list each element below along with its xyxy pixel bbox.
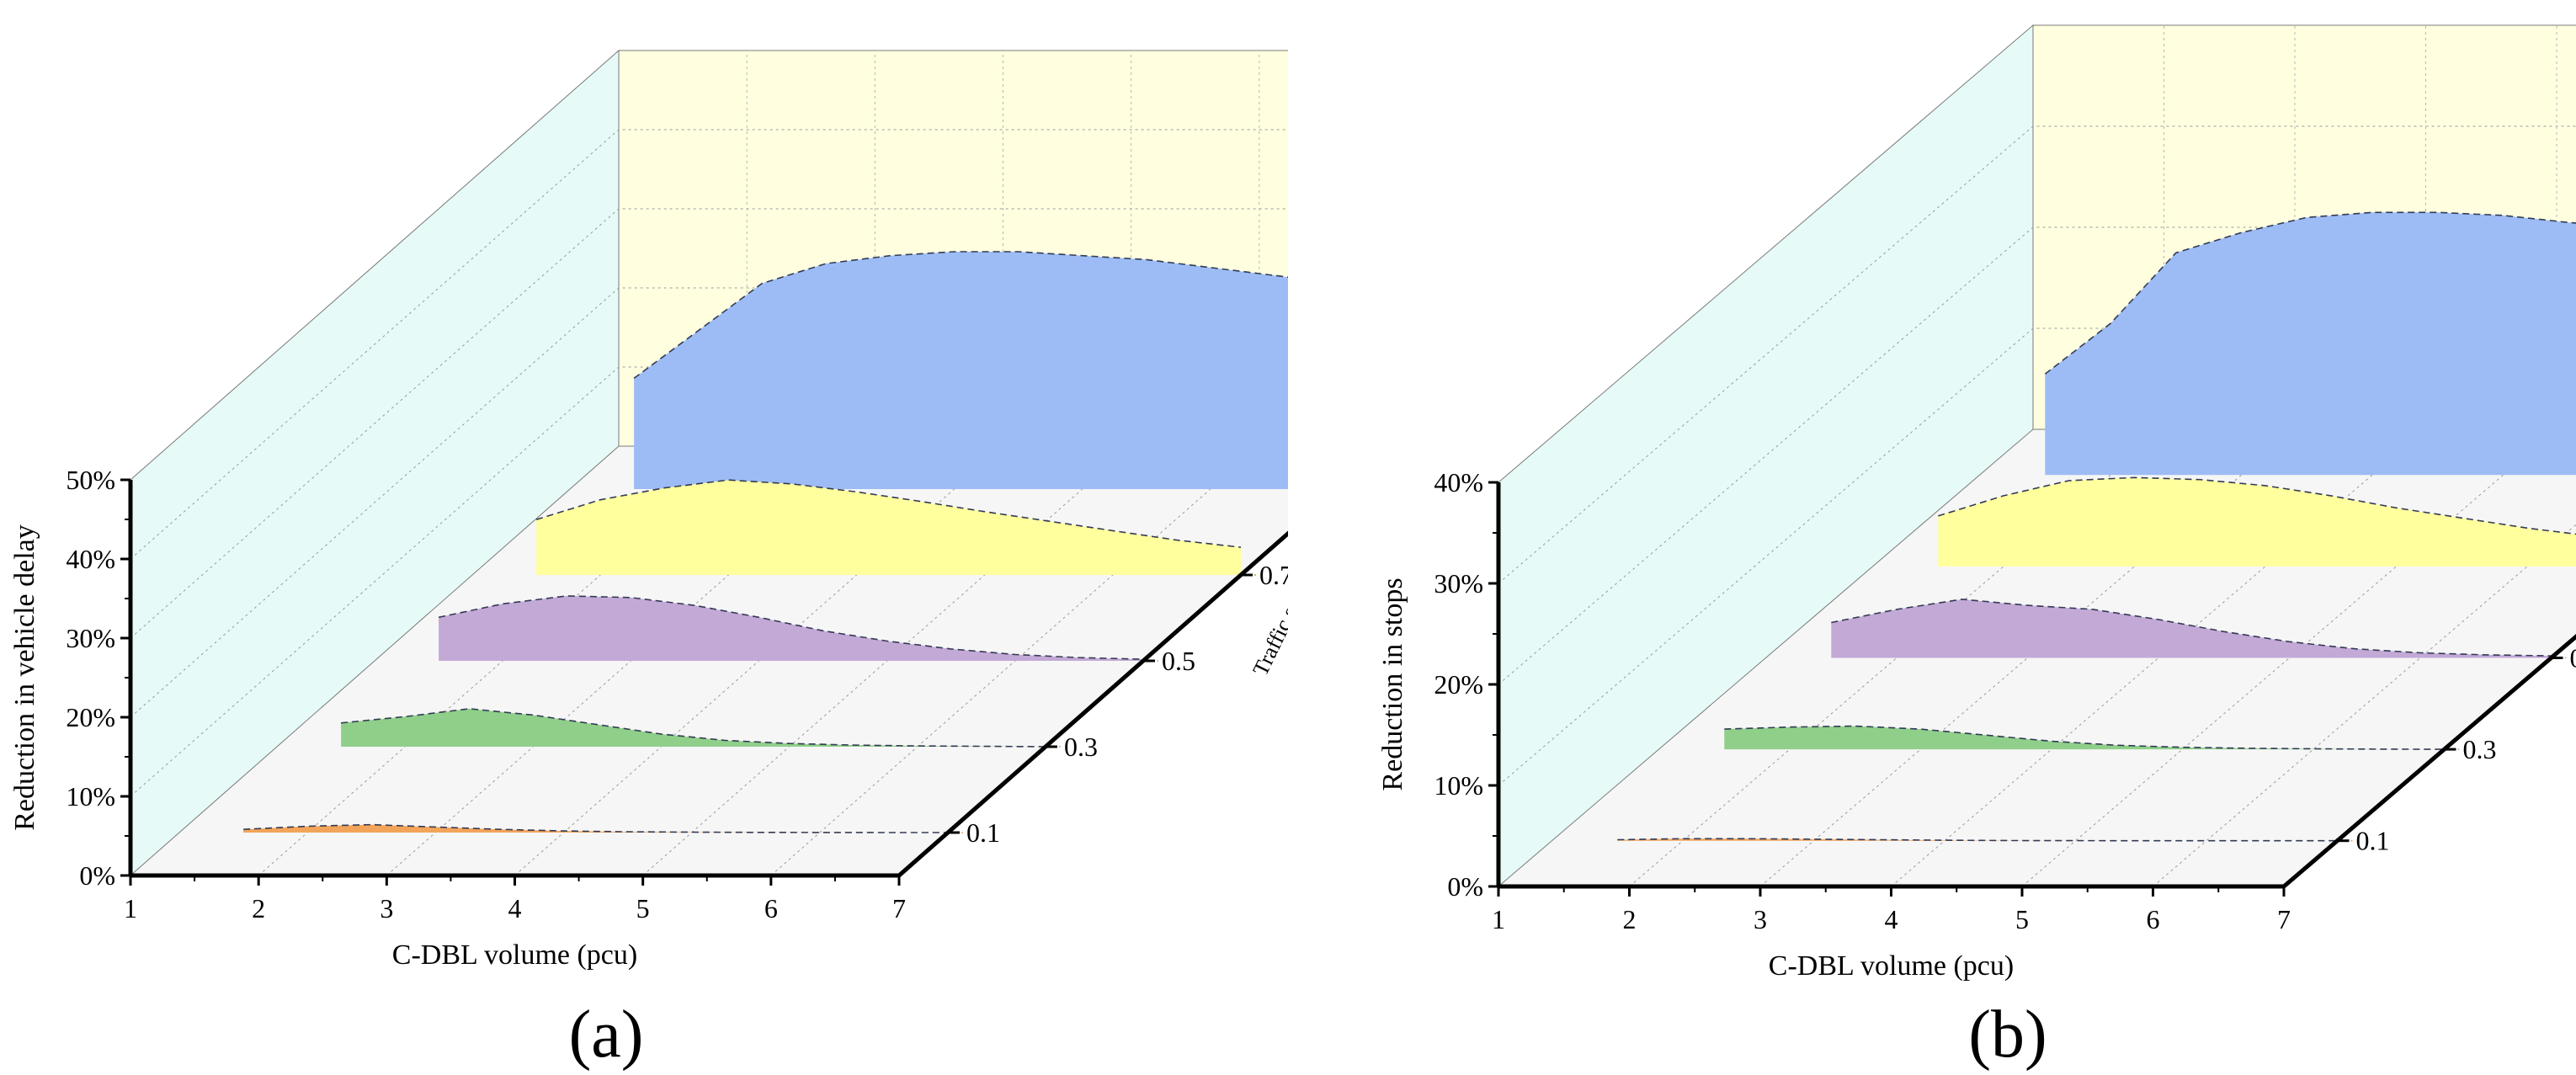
- series-line-0-1: [243, 823, 948, 833]
- x-tick-label: 4: [1885, 904, 1898, 934]
- y-tick-label: 50%: [66, 465, 115, 495]
- plot-area: 12345670%10%20%30%40%0.10.30.50.70.9C-DB…: [1377, 24, 2576, 982]
- x-tick-label: 6: [764, 893, 778, 923]
- x-tick-label: 6: [2147, 904, 2160, 934]
- x-tick-label: 2: [252, 893, 265, 923]
- y-tick-label: 10%: [1434, 770, 1483, 801]
- area-series-0-9: [2045, 212, 2576, 476]
- series-line-0-9: [633, 251, 1288, 380]
- x-tick-label: 7: [892, 893, 906, 923]
- y-tick-label: 10%: [66, 781, 115, 812]
- series-line-0-7: [1938, 476, 2576, 535]
- z-tick-label: 0.3: [2463, 734, 2497, 764]
- y-tick-label: 40%: [1434, 467, 1483, 498]
- y-tick-label: 0%: [1447, 871, 1483, 902]
- x-axis-title: C-DBL volume (pcu): [392, 939, 637, 971]
- series-line-0-3: [341, 708, 1046, 748]
- x-tick-label: 7: [2277, 904, 2291, 934]
- area-series-0-7: [1938, 477, 2576, 567]
- x-tick-label: 3: [1754, 904, 1767, 934]
- y-axis-title: Reduction in stops: [1377, 577, 1408, 790]
- x-tick-label: 3: [380, 893, 393, 923]
- grid-line-y: [130, 129, 1288, 560]
- area-series-0-3: [1724, 726, 2445, 750]
- panel-label: (a): [569, 998, 644, 1072]
- area-series-0-9: [634, 252, 1288, 489]
- chart-panel-a: 12345670%10%20%30%40%50%0.10.30.50.70.9C…: [9, 49, 1288, 1072]
- series-line-0-5: [438, 595, 1144, 660]
- y-tick-label: 40%: [66, 544, 115, 574]
- area-series-0-7: [536, 480, 1241, 575]
- y-axis-title: Reduction in vehicle delay: [9, 524, 40, 831]
- x-axis-title: C-DBL volume (pcu): [1769, 950, 2014, 982]
- y-tick-label: 30%: [1434, 568, 1483, 599]
- area-series-0-3: [341, 708, 1046, 747]
- z-tick-label: 0.7: [1259, 560, 1288, 590]
- x-tick-label: 1: [124, 893, 137, 923]
- series-line-0-7: [535, 479, 1242, 548]
- panel-label: (b): [1968, 998, 2046, 1072]
- z-tick-label: 0.5: [1162, 646, 1195, 676]
- x-tick-label: 5: [2015, 904, 2029, 934]
- z-tick-label: 0.5: [2570, 643, 2576, 673]
- series-line-0-5: [1831, 599, 2552, 657]
- y-tick-label: 30%: [66, 623, 115, 653]
- y-tick-label: 0%: [79, 860, 115, 891]
- z-tick-label: 0.3: [1064, 732, 1098, 762]
- x-tick-label: 4: [508, 893, 522, 923]
- y-tick-label: 20%: [66, 702, 115, 732]
- plot-area: 12345670%10%20%30%40%50%0.10.30.50.70.9C…: [9, 49, 1288, 971]
- x-tick-label: 1: [1492, 904, 1505, 934]
- x-tick-label: 5: [636, 893, 650, 923]
- z-tick-label: 0.1: [2356, 826, 2390, 856]
- z-tick-label: 0.1: [966, 817, 1000, 848]
- area-series-0-5: [1831, 599, 2552, 658]
- x-tick-label: 2: [1623, 904, 1637, 934]
- chart-panel-b: 12345670%10%20%30%40%0.10.30.50.70.9C-DB…: [1377, 24, 2576, 1072]
- area-series-0-5: [439, 595, 1143, 661]
- y-tick-label: 20%: [1434, 669, 1483, 700]
